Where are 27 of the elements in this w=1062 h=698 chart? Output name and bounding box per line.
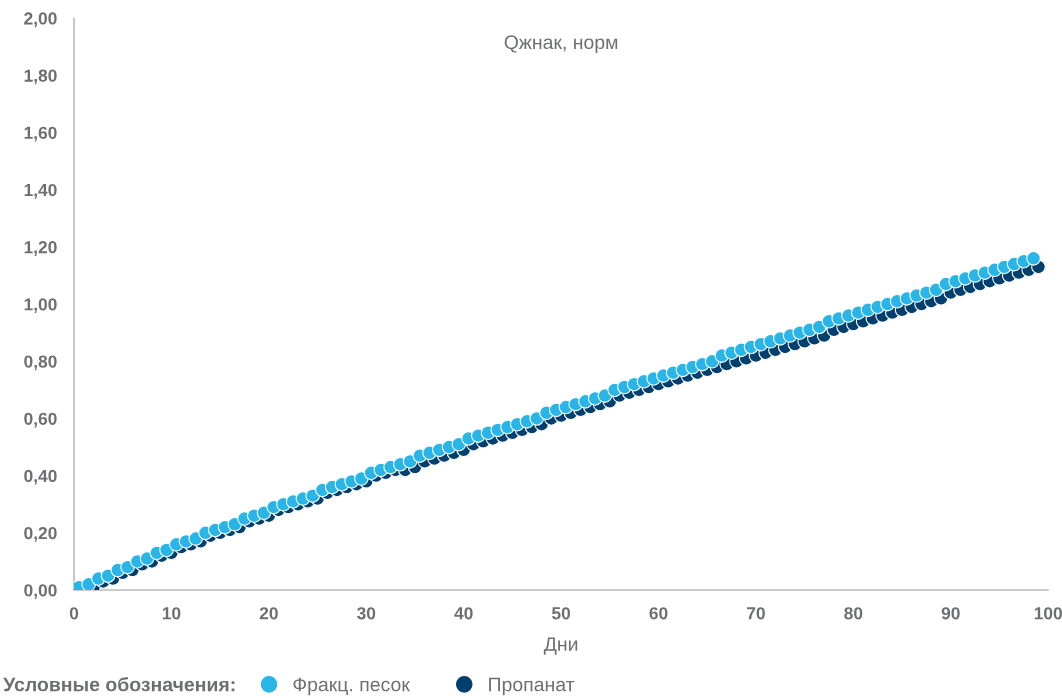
y-tick-label: 2,00 [24, 12, 57, 28]
x-tick-label: 90 [941, 607, 960, 620]
x-tick-label: 100 [1034, 607, 1062, 620]
y-tick-label: 1,20 [24, 241, 57, 256]
x-tick-label: 0 [69, 607, 79, 620]
x-tick-label: 60 [649, 607, 668, 620]
x-tick-label: 70 [747, 607, 765, 620]
x-tick-label: 80 [844, 607, 863, 620]
y-tick-label: 0,20 [24, 527, 57, 542]
x-tick-label: 10 [162, 607, 181, 620]
y-tick-label: 0,40 [24, 469, 57, 485]
x-axis-title: Дни [543, 637, 578, 655]
x-tick-label: 50 [551, 607, 571, 620]
x-tick-label: 40 [454, 607, 473, 620]
y-tick-label: 0,00 [24, 584, 57, 599]
legend-title: Условные обозначения: [3, 676, 235, 692]
y-tick-label: 1,80 [24, 69, 57, 85]
x-tick-label: 20 [259, 607, 278, 620]
x-tick-label: 30 [357, 607, 376, 620]
y-tick-label: 1,60 [24, 126, 57, 142]
text: Qжнак, норм [504, 35, 618, 53]
y-tick-label: 0,80 [24, 355, 57, 371]
y-tick-label: 1,00 [24, 298, 57, 314]
y-tick-label: 1,40 [24, 183, 57, 199]
legend-label: Пропанат [489, 677, 575, 696]
y-tick-label: 0,60 [24, 412, 57, 428]
legend-label: Фракц. песок [293, 677, 410, 696]
